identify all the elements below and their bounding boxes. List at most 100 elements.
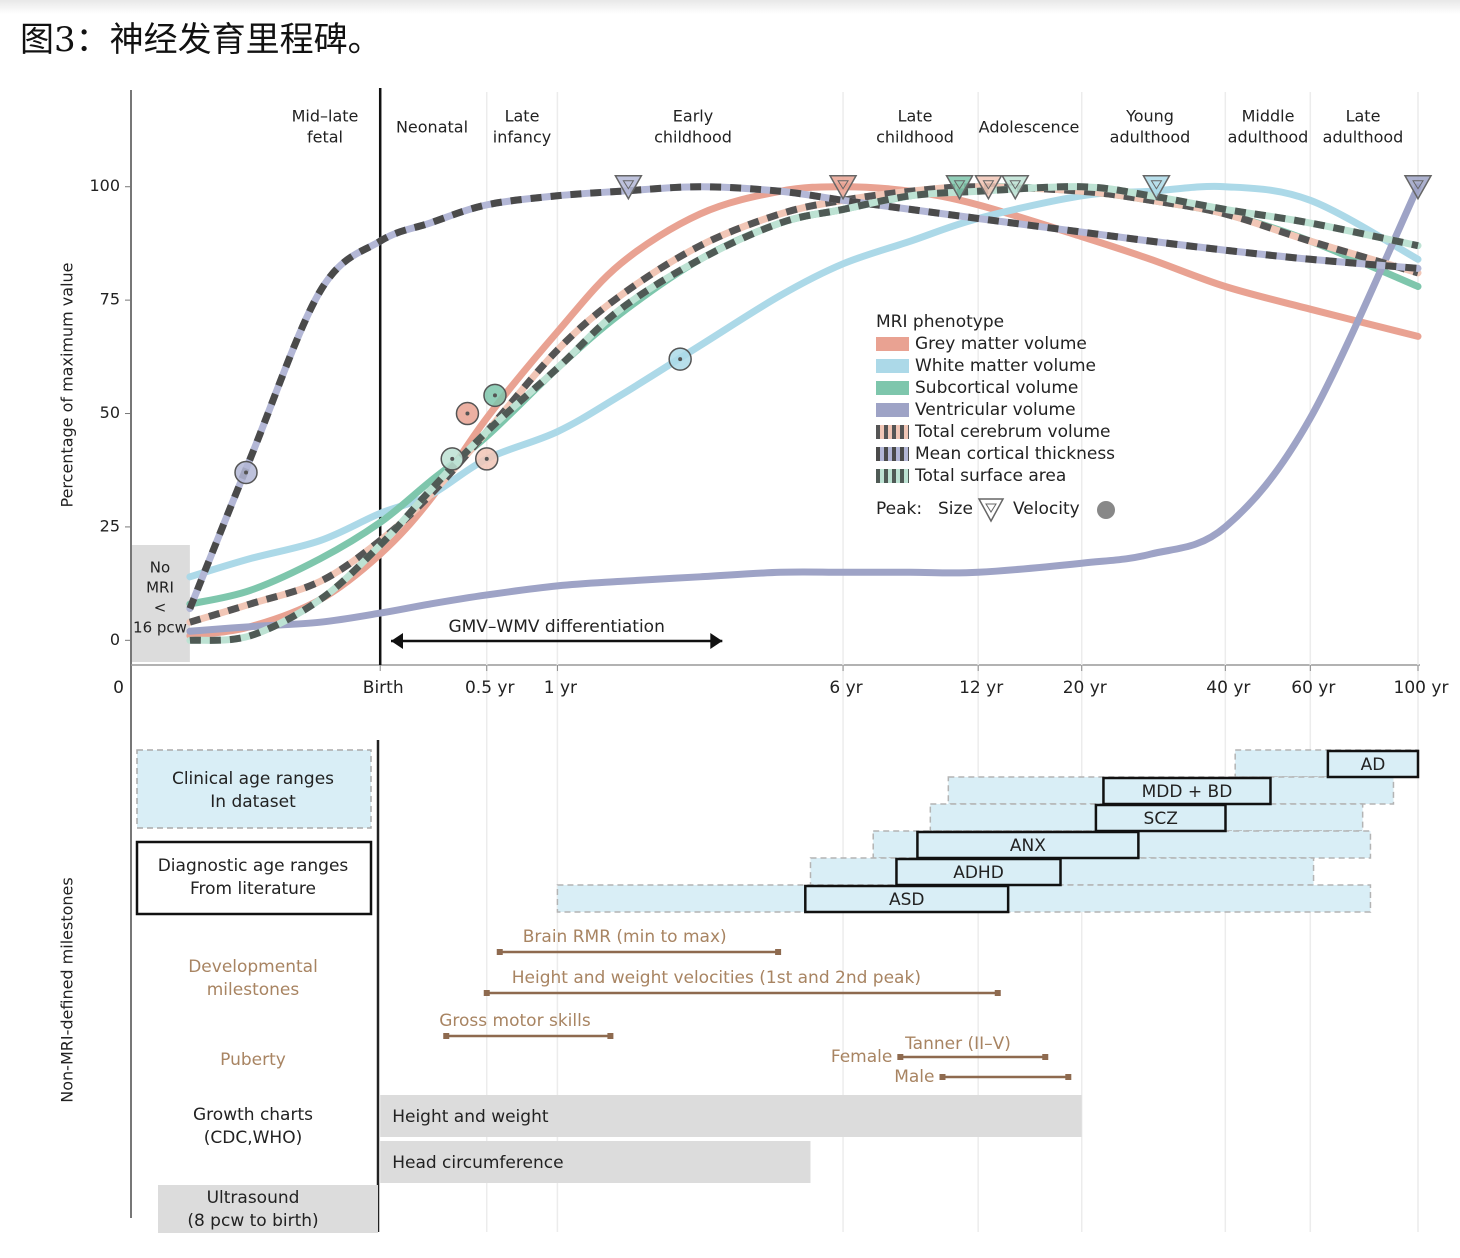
size-peak-inner [1412,180,1424,190]
key-diagnostic-label: From literature [190,879,316,899]
x-tick-label: 40 yr [1206,678,1250,698]
range-cap [443,1033,450,1039]
line [186,182,1422,581]
milestone-label: Brain RMR (min to max) [523,927,727,947]
no-mri-label: MRI [146,579,174,597]
y-tick-label: 75 [100,290,120,309]
size-peak [1403,174,1433,201]
row-label: milestones [207,980,300,1000]
key-diagnostic [135,840,373,916]
legend-swatch [876,337,909,351]
peak-legend-velocity: Velocity [1013,499,1080,519]
peak-legend-label: Peak: [876,499,922,519]
x-tick-label: 0 [113,678,124,698]
stage-label: Late [1346,107,1381,126]
stage-label: adulthood [1323,128,1404,147]
legend-label: Grey matter volume [915,334,1087,354]
figure-title: 图3：神经发育里程碑。 [20,20,382,60]
size-peak-inner [837,180,849,190]
velocity-peak-dot [244,470,249,475]
no-mri-region [132,545,190,662]
peak-legend-triangle-inner [985,503,997,513]
stage-label: Middle [1242,107,1295,126]
growth-label: Height and weight [392,1107,549,1127]
panel-title: Non-MRI-defined milestones [58,877,77,1102]
line-dash [186,183,1419,610]
range-cap [1065,1074,1072,1080]
disorder-label: MDD + BD [1142,782,1233,802]
size-peak [614,174,643,201]
velocity-peak-dot [484,456,489,461]
y-axis-title: Percentage of maximum value [58,262,77,507]
row-label: (CDC,WHO) [204,1128,302,1148]
legend-label: White matter volume [915,356,1096,376]
stage-label: infancy [493,128,551,147]
milestone-label: Gross motor skills [439,1011,591,1031]
x-tick-label: 1 yr [544,678,577,698]
y-tick-label: 0 [110,630,120,649]
size-peak-inner [982,180,995,190]
peak-legend-circle [1097,501,1115,519]
row-label: (8 pcw to birth) [187,1211,318,1231]
y-tick-label: 50 [100,403,120,422]
differentiation-label: GMV–WMV differentiation [448,617,664,637]
stage-label: Neonatal [396,118,468,137]
x-tick-label: 0.5 yr [465,678,515,698]
growth-label: Head circumference [392,1153,563,1173]
range-cap [483,990,490,996]
diagnostic-range [804,884,1010,914]
ultrasound-box [158,1185,378,1233]
y-tick-label: 100 [89,176,120,195]
legend-label: Mean cortical thickness [915,444,1115,464]
y-tick-label: 25 [100,516,120,535]
key-clinical-label: In dataset [210,792,296,812]
no-mri-label: No [150,559,170,577]
range-cap [994,990,1001,996]
velocity-peak-dot [678,357,683,362]
range-cap [1042,1054,1049,1060]
legend-swatch [876,381,909,395]
diagnostic-range [1094,803,1227,833]
arrow-head [390,633,403,649]
diagnostic-range [1102,776,1272,806]
x-tick-label: 100 yr [1394,678,1449,698]
size-peak-inner [1009,180,1022,190]
legend-label: Subcortical volume [915,378,1078,398]
disorder-label: ASD [889,890,925,910]
size-peak [828,174,858,201]
stage-label: Adolescence [979,118,1080,137]
size-peak-inner [1150,180,1163,190]
legend-label: Total surface area [914,466,1066,486]
disorder-label: ANX [1010,836,1046,856]
legend-title: MRI phenotype [876,312,1004,332]
x-tick-label: 60 yr [1291,678,1335,698]
x-tick-label: 12 yr [959,678,1003,698]
velocity-peak-dot [465,411,470,416]
range-cap [897,1054,904,1060]
puberty-title: Tanner (II–V) [904,1034,1011,1054]
row-label: Growth charts [193,1105,313,1125]
velocity-peak-dot [492,393,497,398]
stage-label: Young [1125,107,1174,126]
diagnostic-range [895,857,1062,887]
size-peak [1142,174,1171,201]
size-peak-inner [953,180,966,190]
growth-range [380,1095,1082,1137]
legend-label: Ventricular volume [915,400,1076,420]
x-tick-label: 20 yr [1063,678,1107,698]
stage-label: Late [898,107,933,126]
size-peak [945,174,974,201]
stage-label: Mid–late [292,107,359,126]
range-cap [939,1074,946,1080]
stage-label: childhood [654,128,732,147]
range-cap [496,949,503,955]
size-peak [974,174,1003,201]
legend-swatch [876,359,909,373]
range-cap [775,949,782,955]
row-label: Developmental [188,957,318,977]
range-cap [607,1033,614,1039]
stage-label: Early [673,107,713,126]
growth-range [380,1141,811,1183]
arrow-head [710,633,723,649]
